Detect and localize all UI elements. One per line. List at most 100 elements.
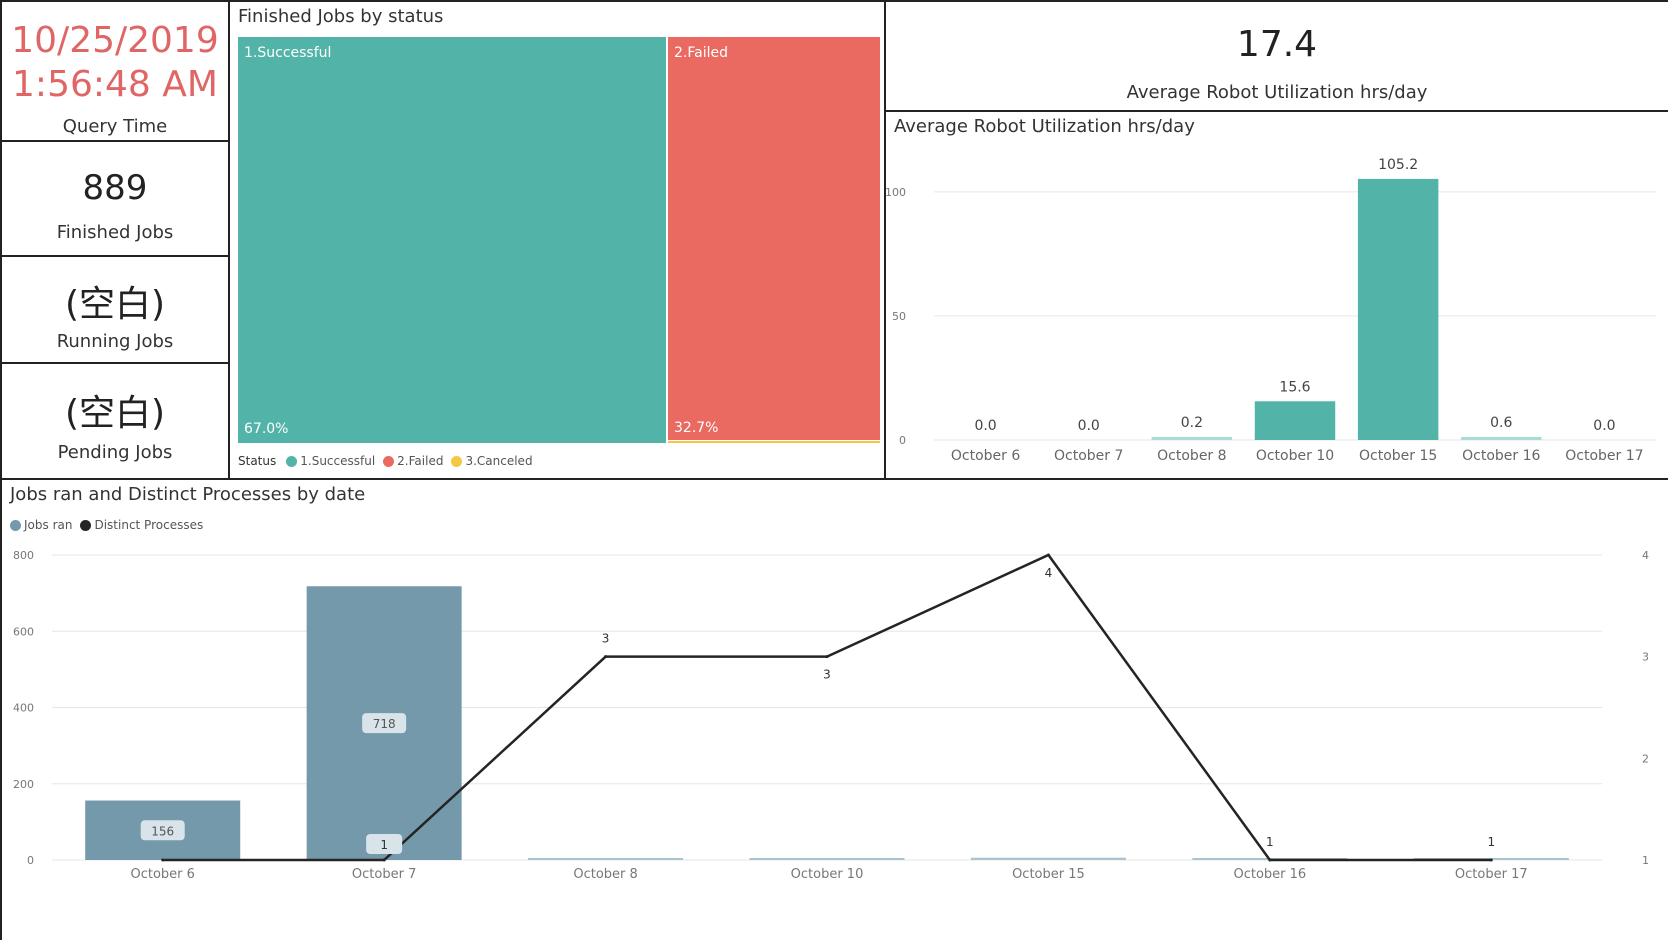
combo-x-tick-label: October 16 [1234, 867, 1307, 882]
finished-jobs-value: 889 [82, 168, 148, 208]
utilization-kpi-card: 17.4 Average Robot Utilization hrs/day [884, 0, 1668, 112]
jobs-ran-data-label: 156 [151, 824, 174, 838]
util-x-tick-label: October 10 [1256, 448, 1334, 464]
utilization-chart-title: Average Robot Utilization hrs/day [894, 116, 1195, 137]
combo-y-left-tick-label: 400 [13, 702, 34, 715]
pending-jobs-value: (空白) [64, 393, 166, 434]
util-x-tick-label: October 17 [1565, 448, 1643, 464]
treemap-title: Finished Jobs by status [238, 6, 444, 27]
util-data-label: 0.0 [1593, 418, 1615, 434]
treemap-tile-successful[interactable]: 1.Successful 67.0% [238, 37, 666, 443]
treemap-tile-successful-label: 1.Successful [244, 45, 332, 61]
combo-y-left-tick-label: 200 [13, 778, 34, 791]
distinct-processes-data-label: 1 [1487, 835, 1495, 849]
util-x-tick-label: October 16 [1462, 448, 1540, 464]
distinct-processes-data-label: 3 [602, 632, 610, 646]
combo-x-tick-label: October 7 [352, 867, 416, 882]
legend-label-distinct-processes: Distinct Processes [94, 518, 204, 532]
pending-jobs-label: Pending Jobs [57, 442, 173, 463]
legend-dot-successful [286, 455, 298, 467]
jobs-ran-label-bg [140, 820, 185, 841]
distinct-processes-point [1046, 553, 1050, 557]
combo-y-left-tick-label: 800 [13, 549, 34, 562]
combo-x-tick-label: October 6 [130, 867, 194, 882]
util-y-tick-label: 100 [886, 186, 906, 199]
treemap-tile-failed-label: 2.Failed [674, 45, 728, 61]
distinct-processes-data-label: 1 [380, 838, 388, 852]
jobs-processes-chart-panel: Jobs ran and Distinct Processes by date … [0, 478, 1668, 940]
treemap-tile-failed[interactable]: 2.Failed 32.7% [668, 37, 880, 440]
util-x-tick-label: October 7 [1054, 448, 1123, 464]
util-bar [1254, 401, 1336, 440]
legend-label-failed: 2.Failed [397, 454, 444, 468]
distinct-processes-data-label: 4 [1045, 566, 1053, 580]
utilization-chart-panel: Average Robot Utilization hrs/day 0 50 100… [884, 110, 1668, 480]
combo-x-tick-label: October 10 [791, 867, 864, 882]
jobs-ran-bar [528, 858, 684, 860]
util-bar [1151, 437, 1233, 440]
legend-item-canceled[interactable]: 3.Canceled [451, 454, 533, 468]
finished-jobs-treemap-panel: Finished Jobs by status 1.Successful 67.… [228, 0, 886, 480]
utilization-kpi-value: 17.4 [1236, 24, 1318, 65]
legend-label-jobs-ran: Jobs ran [24, 518, 73, 532]
util-bar [1461, 437, 1542, 440]
jobs-ran-data-label: 718 [373, 717, 396, 731]
util-bar [1357, 178, 1439, 440]
finished-jobs-card: 889 Finished Jobs [0, 140, 230, 257]
distinct-processes-point [1268, 858, 1272, 862]
combo-y-right-tick-label: 4 [1642, 549, 1649, 562]
query-date: 10/25/2019 [11, 20, 219, 61]
util-data-label: 0.6 [1490, 415, 1512, 431]
legend-label-successful: 1.Successful [300, 454, 376, 468]
combo-x-tick-label: October 17 [1455, 867, 1528, 882]
distinct-processes-point [825, 655, 829, 659]
legend-item-distinct-processes[interactable]: Distinct Processes [80, 518, 203, 532]
query-time-card: 10/25/2019 1:56:48 AM Query Time [0, 0, 230, 142]
util-x-tick-label: October 15 [1359, 448, 1437, 464]
util-x-tick-label: October 6 [951, 448, 1020, 464]
running-jobs-label: Running Jobs [56, 331, 174, 352]
util-data-label: 105.2 [1378, 157, 1418, 173]
jobs-ran-bar [749, 858, 905, 860]
legend-dot-distinct-processes [80, 519, 92, 531]
legend-dot-canceled [451, 455, 463, 467]
util-data-label: 0.2 [1181, 415, 1203, 431]
running-jobs-value: (空白) [64, 284, 166, 325]
treemap-tile-successful-pct: 67.0% [244, 421, 289, 437]
legend-item-jobs-ran[interactable]: Jobs ran [10, 518, 72, 532]
combo-y-left-tick-label: 600 [13, 625, 34, 638]
pending-jobs-card: (空白) Pending Jobs [0, 362, 230, 480]
distinct-processes-point [161, 858, 165, 862]
distinct-label-bg [366, 834, 403, 854]
util-data-label: 0.0 [974, 418, 996, 434]
legend-item-successful[interactable]: 1.Successful [286, 454, 375, 468]
combo-x-tick-label: October 8 [573, 867, 637, 882]
legend-dot-jobs-ran [10, 519, 21, 531]
distinct-processes-point [1489, 858, 1493, 862]
query-time: 1:56:48 AM [12, 64, 218, 105]
distinct-processes-point [604, 655, 608, 659]
util-y-tick-label: 0 [899, 434, 906, 447]
distinct-processes-data-label: 1 [1266, 835, 1274, 849]
combo-legend: Jobs ran Distinct Processes [10, 518, 211, 532]
query-time-label: Query Time [62, 116, 168, 137]
legend-label-canceled: 3.Canceled [465, 454, 533, 468]
legend-dot-failed [383, 455, 395, 467]
treemap-tile-canceled[interactable] [668, 441, 880, 443]
utilization-kpi-label: Average Robot Utilization hrs/day [1126, 82, 1428, 103]
legend-item-failed[interactable]: 2.Failed [383, 454, 443, 468]
jobs-ran-bar [970, 857, 1126, 860]
jobs-ran-label-bg [362, 713, 407, 734]
jobs-processes-combo-chart: 0 200 400 600 800 1 2 3 4 156 October 6 718 October … [13, 549, 1649, 882]
utilization-bar-chart: 0 50 100 0.0 October 6 0.0 October 7 0.2 October… [886, 157, 1656, 464]
util-x-tick-label: October 8 [1157, 448, 1226, 464]
combo-y-right-tick-label: 3 [1642, 651, 1649, 664]
combo-y-right-tick-label: 2 [1642, 752, 1649, 765]
distinct-processes-data-label: 3 [823, 668, 831, 682]
treemap-tile-failed-pct: 32.7% [674, 420, 719, 436]
combo-x-tick-label: October 15 [1012, 867, 1085, 882]
combo-y-left-tick-label: 0 [27, 854, 34, 867]
util-y-tick-label: 50 [892, 310, 906, 323]
treemap-legend-title: Status [238, 454, 277, 468]
running-jobs-card: (空白) Running Jobs [0, 255, 230, 364]
